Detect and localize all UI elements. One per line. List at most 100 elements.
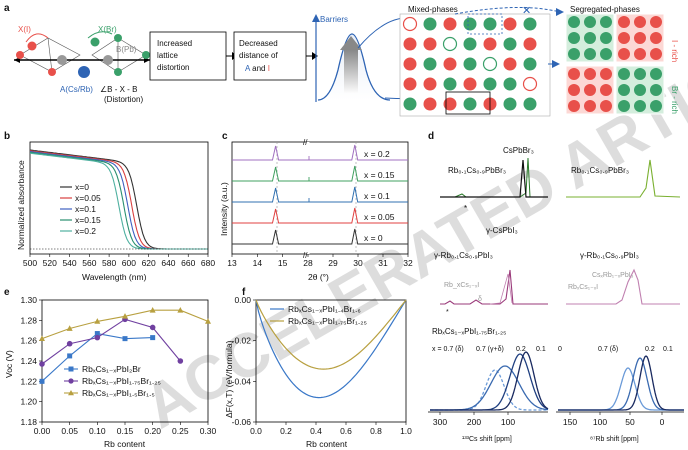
xrd-curve-2: [232, 186, 408, 203]
segregated-atom: [584, 84, 596, 96]
b-legend-entry: x=0.15: [75, 215, 101, 225]
bottom-left-label-3: 0.2: [516, 346, 526, 353]
segregated-atom: [634, 68, 646, 80]
rb-cspbbr3-label-right: Rb₀.₁Cs₀.₉PbBr₃: [571, 166, 629, 175]
segregated-atom: [568, 68, 580, 80]
panel-f-axes: 0.0 0.2 0.4 0.6 0.8 1.0 0.00 -0.02 -0.04 -0.06: [232, 295, 413, 436]
b-xtick: 620: [142, 258, 156, 268]
rotation-arrow: [25, 33, 49, 43]
e-ytick: 1.28: [20, 315, 37, 325]
f-xtick: 0.8: [370, 426, 382, 436]
e-point: [150, 335, 156, 341]
mixed-atom: [403, 97, 417, 111]
i-rich-label: I - rich: [670, 40, 679, 62]
b-xtick: 600: [122, 258, 136, 268]
xrd-curve-label: x = 0.1: [364, 191, 390, 201]
segregated-atom: [618, 84, 630, 96]
panel-c-ticks: 13 14 15 28 29 30 31 32: [227, 254, 413, 268]
xrd-curve-4: [232, 228, 408, 245]
bottom-right-label-1: 0: [558, 346, 562, 353]
mixed-atom: [423, 57, 437, 71]
star-mid: *: [446, 309, 449, 316]
segregated-atom: [568, 100, 580, 112]
e-xtick: 0.10: [89, 426, 106, 436]
distortion-label: (Distortion): [104, 95, 143, 104]
mixed-atom: [403, 37, 417, 51]
d-cs-tick: 300: [433, 417, 447, 427]
e-point: [66, 340, 73, 347]
absorbance-curve-1: [29, 150, 208, 250]
a-site-label: A(Cs/Rb): [60, 85, 93, 94]
b-xtick: 540: [62, 258, 76, 268]
e-ytick: 1.30: [20, 295, 37, 305]
xrd-curves: x = 0.2 x = 0.15 x = 0.1 x = 0.05 x = 0: [232, 144, 408, 245]
e-xtick: 0.00: [34, 426, 51, 436]
box2-text: Decreased distance of: [239, 39, 280, 60]
mixed-atom: [503, 77, 517, 91]
cs-bottom-curve-1: [430, 365, 549, 411]
panel-b-legend: x=0x=0.05x=0.1x=0.15x=0.2: [60, 182, 101, 236]
angle-label: ∠B - X - B: [100, 85, 137, 94]
e-point: [67, 353, 73, 359]
segregated-atom: [650, 100, 662, 112]
f-xtick: 0.0: [250, 426, 262, 436]
panel-f-frame: [255, 299, 407, 423]
e-ytick: 1.22: [20, 376, 37, 386]
xrd-curve-1: [232, 165, 408, 182]
mixed-atom: [523, 57, 537, 71]
e-xtick: 0.15: [117, 426, 134, 436]
b-xtick: 520: [43, 258, 57, 268]
rb-bottom-curve-2: [558, 355, 684, 411]
xrd-curve-label: x = 0.15: [364, 170, 395, 180]
bromine-atom: [90, 37, 100, 47]
segregated-atom: [650, 48, 662, 60]
nmr-cs-top-black: [440, 159, 548, 198]
xrd-curve-label: x = 0: [364, 233, 383, 243]
segregated-atom: [634, 84, 646, 96]
segregated-atom: [650, 68, 662, 80]
blocked-cross-icon: ✕: [522, 5, 531, 17]
x-br-label: X(Br): [98, 25, 117, 34]
b-xtick: 580: [102, 258, 116, 268]
voc-series: [39, 306, 211, 384]
panel-e-ylabel: Voc (V): [4, 350, 14, 378]
d-rb-tick: 100: [593, 417, 607, 427]
bottom-left-label-4: 0.1: [536, 346, 546, 353]
segregated-atom: [600, 68, 612, 80]
e-point: [149, 306, 156, 313]
delta-label: δ: [478, 296, 482, 303]
csrbpbi3-label: CsₓRb₁₋ₓPbI₃: [592, 272, 634, 279]
f-ytick: -0.04: [232, 376, 252, 386]
mixed-atom: [463, 97, 477, 111]
panel-f-label: f: [242, 287, 246, 298]
panel-a-label: a: [4, 3, 10, 14]
panel-d-label: d: [428, 131, 434, 142]
cs-bottom-curve-0: [430, 369, 548, 411]
f-ytick: -0.02: [232, 336, 252, 346]
f-series-curve-1: [255, 299, 407, 370]
c-xtick: 32: [403, 258, 413, 268]
gamma-rb-cspbi3-right: γ-Rb₀.₁Cs₀.₉PbI₃: [580, 251, 639, 260]
nmr-cs-mid: [440, 269, 548, 305]
panel-f-xlabel: Rb content: [306, 439, 348, 449]
segregated-atom: [584, 16, 596, 28]
cs-bottom-curve-3: [430, 351, 549, 411]
e-point: [94, 334, 101, 341]
bottom-right-label-3: 0.2: [645, 346, 655, 353]
c-xtick: 14: [253, 258, 263, 268]
e-point: [94, 318, 101, 324]
segregated-atom: [618, 68, 630, 80]
e-xtick: 0.20: [144, 426, 161, 436]
b-xtick: 680: [201, 258, 215, 268]
mixed-atom: [463, 37, 477, 51]
panel-a: a X(I) X(Br) B(Pb) A(Cs/Rb): [4, 3, 679, 117]
mixed-atom: [443, 17, 457, 31]
rbcsi-label-right: RbₓCs₁₋ₓI: [568, 284, 598, 291]
panel-c-xlabel: 2θ (°): [308, 272, 329, 282]
f-xtick: 0.4: [310, 426, 322, 436]
mixed-atom: [403, 57, 417, 71]
panel-c: c // // x = 0.2x = 0.15x = 0.1x = 0.05x …: [219, 131, 413, 282]
e-point: [177, 358, 184, 364]
segregated-atom: [584, 32, 596, 44]
segregated-atom: [650, 84, 662, 96]
